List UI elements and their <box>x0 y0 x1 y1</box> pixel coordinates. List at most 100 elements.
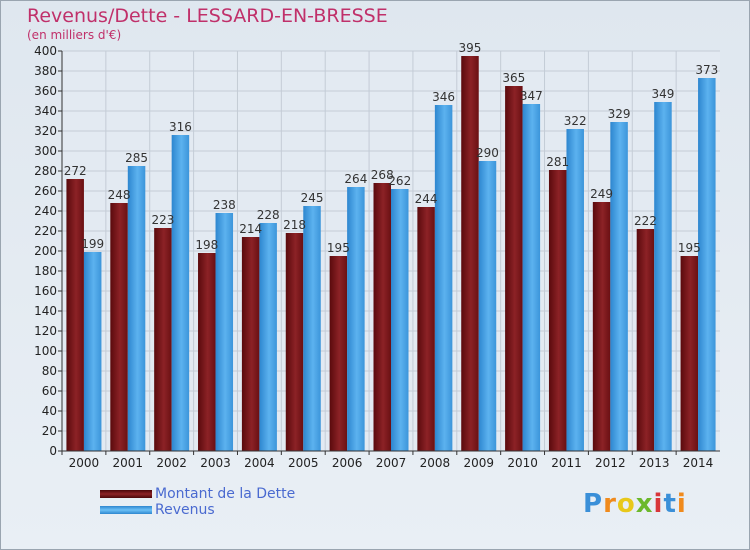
chart-title: Revenus/Dette - LESSARD-EN-BRESSE <box>27 5 388 27</box>
bar-debt-2009 <box>461 56 479 451</box>
ytick-label-20: 20 <box>42 424 57 438</box>
data-label-debt-2009: 395 <box>459 41 482 55</box>
data-label-revenue-2009: 290 <box>476 146 499 160</box>
legend-item-revenue: Revenus <box>100 502 295 518</box>
xtick-label-2013: 2013 <box>639 456 670 470</box>
logo-letter: o <box>616 489 636 519</box>
ytick-label-160: 160 <box>34 284 57 298</box>
data-label-revenue-2002: 316 <box>169 120 192 134</box>
ytick-label-260: 260 <box>34 184 57 198</box>
bar-debt-2012 <box>592 202 611 451</box>
ytick-label-280: 280 <box>34 164 57 178</box>
bar-debt-2013 <box>636 229 655 451</box>
bar-revenue-2000 <box>83 252 102 451</box>
data-label-revenue-2010: 347 <box>520 89 543 103</box>
legend-swatch-revenue <box>100 506 152 514</box>
legend-item-debt: Montant de la Dette <box>100 486 295 502</box>
data-label-debt-2012: 249 <box>590 187 613 201</box>
data-label-revenue-2008: 346 <box>432 90 455 104</box>
data-label-debt-2007: 268 <box>371 168 394 182</box>
xtick-label-2002: 2002 <box>156 456 187 470</box>
bar-debt-2008 <box>417 207 435 451</box>
data-label-debt-2013: 222 <box>634 214 657 228</box>
bar-revenue-2003 <box>215 213 234 451</box>
ytick-label-320: 320 <box>34 124 57 138</box>
ytick-label-360: 360 <box>34 84 57 98</box>
data-label-revenue-2012: 329 <box>608 107 631 121</box>
data-label-debt-2011: 281 <box>546 155 569 169</box>
xtick-label-2008: 2008 <box>420 456 451 470</box>
logo-letter: P <box>583 489 604 519</box>
xtick-label-2001: 2001 <box>113 456 144 470</box>
chart-subtitle: (en milliers d'€) <box>27 28 122 42</box>
xtick-label-2000: 2000 <box>69 456 100 470</box>
bar-debt-2005 <box>285 233 304 451</box>
data-label-debt-2001: 248 <box>108 188 131 202</box>
logo-letter: r <box>603 489 617 519</box>
xtick-label-2005: 2005 <box>288 456 319 470</box>
proxiti-logo: Proxiti <box>583 489 687 519</box>
bar-revenue-2014 <box>698 78 716 451</box>
ytick-label-340: 340 <box>34 104 57 118</box>
bar-debt-2004 <box>241 237 260 451</box>
logo-letter: i <box>676 489 687 519</box>
data-label-debt-2014: 195 <box>678 241 701 255</box>
ytick-label-220: 220 <box>34 224 57 238</box>
ytick-label-120: 120 <box>34 324 57 338</box>
xtick-label-2004: 2004 <box>244 456 275 470</box>
data-label-debt-2002: 223 <box>151 213 174 227</box>
data-label-revenue-2003: 238 <box>213 198 236 212</box>
bar-revenue-2001 <box>127 166 146 451</box>
data-label-revenue-2005: 245 <box>301 191 324 205</box>
bar-debt-2001 <box>110 203 128 451</box>
logo-letter: i <box>653 489 664 519</box>
data-label-revenue-2006: 264 <box>344 172 367 186</box>
ytick-label-100: 100 <box>34 344 57 358</box>
data-label-revenue-2000: 199 <box>81 237 104 251</box>
xtick-label-2006: 2006 <box>332 456 363 470</box>
ytick-label-40: 40 <box>42 404 57 418</box>
logo-letter: t <box>663 489 677 519</box>
xtick-label-2003: 2003 <box>200 456 231 470</box>
xtick-label-2007: 2007 <box>376 456 407 470</box>
xtick-label-2009: 2009 <box>463 456 494 470</box>
data-label-debt-2006: 195 <box>327 241 350 255</box>
bar-revenue-2011 <box>566 129 584 451</box>
ytick-label-400: 400 <box>34 44 57 58</box>
data-label-debt-2008: 244 <box>415 192 438 206</box>
bar-revenue-2010 <box>522 104 541 451</box>
legend-swatch-debt <box>100 490 152 498</box>
ytick-label-60: 60 <box>42 384 57 398</box>
xtick-label-2012: 2012 <box>595 456 626 470</box>
ytick-label-300: 300 <box>34 144 57 158</box>
logo-letter: x <box>635 489 654 519</box>
bar-debt-2003 <box>198 253 216 451</box>
data-label-revenue-2001: 285 <box>125 151 148 165</box>
bar-revenue-2007 <box>391 189 409 451</box>
xtick-label-2011: 2011 <box>551 456 582 470</box>
ytick-label-200: 200 <box>34 244 57 258</box>
bar-revenue-2013 <box>654 102 672 451</box>
data-label-revenue-2011: 322 <box>564 114 587 128</box>
ytick-label-140: 140 <box>34 304 57 318</box>
data-label-debt-2004: 214 <box>239 222 262 236</box>
ytick-label-240: 240 <box>34 204 57 218</box>
data-label-revenue-2013: 349 <box>651 87 674 101</box>
bar-revenue-2002 <box>171 135 190 451</box>
bar-debt-2011 <box>548 170 567 451</box>
data-label-revenue-2007: 262 <box>388 174 411 188</box>
data-label-debt-2005: 218 <box>283 218 306 232</box>
bar-revenue-2008 <box>434 105 453 451</box>
bar-debt-2014 <box>680 256 699 451</box>
ytick-label-0: 0 <box>49 444 57 458</box>
xtick-label-2010: 2010 <box>507 456 538 470</box>
bar-revenue-2009 <box>478 161 497 451</box>
legend-label-revenue: Revenus <box>155 502 215 518</box>
data-label-revenue-2014: 373 <box>695 63 718 77</box>
data-label-revenue-2004: 228 <box>257 208 280 222</box>
bar-revenue-2005 <box>303 206 321 451</box>
bar-revenue-2004 <box>259 223 277 451</box>
ytick-label-380: 380 <box>34 64 57 78</box>
bar-revenue-2006 <box>347 187 365 451</box>
